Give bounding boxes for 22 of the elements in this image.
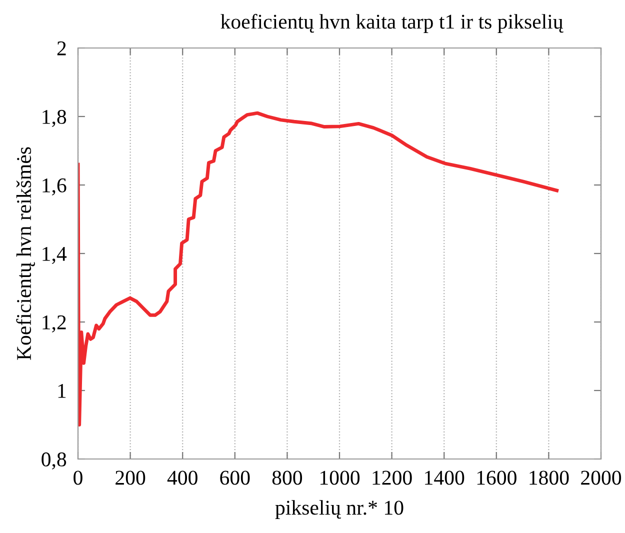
y-tick-label: 2 bbox=[57, 41, 66, 56]
y-tick-label: 1,6 bbox=[42, 178, 66, 196]
x-tick-label: 1200 bbox=[372, 470, 412, 485]
y-tick-label: 1,4 bbox=[42, 246, 67, 264]
y-tick-label: 1 bbox=[58, 384, 66, 398]
x-axis-title: pikselių nr.* 10 bbox=[275, 500, 404, 520]
x-tick-label: 1000 bbox=[320, 470, 360, 485]
x-tick-label: 1400 bbox=[425, 470, 464, 485]
y-tick-label: 1,2 bbox=[42, 315, 66, 332]
y-tick-label: 0,8 bbox=[42, 452, 66, 470]
x-tick-label: 0 bbox=[74, 470, 82, 485]
line-series bbox=[78, 111, 559, 426]
y-tick-label: 1,8 bbox=[42, 110, 66, 127]
x-tick-label: 1800 bbox=[530, 470, 569, 485]
x-tick-label: 600 bbox=[220, 470, 250, 485]
x-tick-label: 1600 bbox=[477, 470, 516, 485]
chart-title: koeficientų hvn kaita tarp t1 ir ts pikselių bbox=[220, 14, 564, 33]
x-tick-label: 400 bbox=[167, 470, 198, 485]
x-tick-label: 800 bbox=[272, 470, 302, 485]
y-axis-title: Koeficientų hvn reikšmės bbox=[16, 147, 35, 360]
x-tick-label: 200 bbox=[116, 470, 146, 485]
x-tick-label: 2000 bbox=[581, 470, 622, 485]
